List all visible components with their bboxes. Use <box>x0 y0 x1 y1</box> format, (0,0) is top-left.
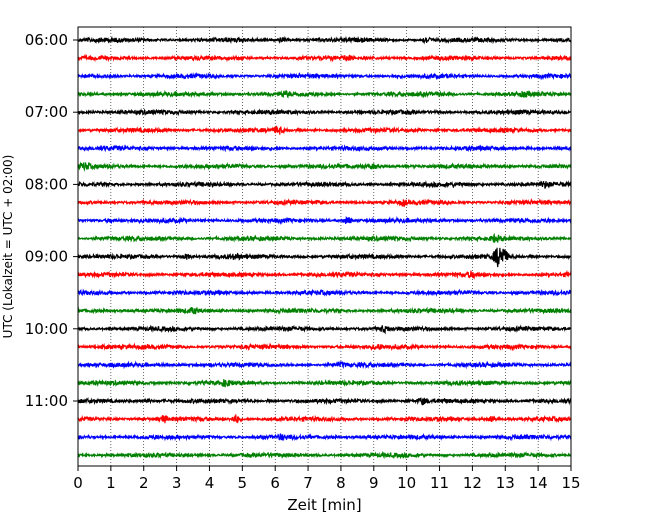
x-axis-label: Zeit [min] <box>287 496 361 514</box>
y-tick-label: 11:00 <box>25 392 68 410</box>
x-tick-label: 6 <box>270 474 280 492</box>
y-tick-label: 10:00 <box>25 320 68 338</box>
trace-0630 <box>77 71 572 81</box>
x-tick-label: 12 <box>463 474 482 492</box>
x-tick-label: 3 <box>172 474 182 492</box>
trace-0915 <box>77 269 572 280</box>
plot-frame <box>77 26 572 467</box>
x-tick-label: 8 <box>336 474 346 492</box>
trace-1045 <box>77 378 572 388</box>
x-tick-label: 10 <box>397 474 416 492</box>
vertical-grid <box>110 27 539 466</box>
trace-0830 <box>77 215 572 226</box>
trace-0945 <box>77 306 572 315</box>
trace-0600 <box>77 35 572 45</box>
trace-1115 <box>77 414 572 424</box>
y-axis-ticks: 06:00 07:00 08:00 09:00 10:00 11:00 <box>25 31 78 410</box>
trace-0900 <box>77 247 572 268</box>
trace-0845 <box>77 232 572 243</box>
x-tick-label: 5 <box>238 474 248 492</box>
trace-0800 <box>77 180 572 189</box>
trace-0930 <box>77 288 572 297</box>
trace-0730 <box>77 144 572 153</box>
trace-1130 <box>77 432 572 442</box>
y-axis-label: UTC (Lokalzeit = UTC + 02:00) <box>1 155 15 339</box>
x-tick-label: 0 <box>73 474 83 492</box>
trace-0645 <box>77 89 572 99</box>
trace-1000 <box>77 324 572 335</box>
trace-1100 <box>77 396 572 406</box>
trace-0815 <box>77 198 572 208</box>
y-tick-label: 06:00 <box>25 31 68 49</box>
trace-1015 <box>77 342 572 352</box>
trace-0745 <box>77 161 572 172</box>
trace-1030 <box>77 360 572 370</box>
x-tick-label: 13 <box>496 474 515 492</box>
x-tick-label: 11 <box>430 474 449 492</box>
x-axis-ticks: 0 1 2 3 4 5 6 7 8 9 10 11 12 13 14 15 <box>73 466 581 492</box>
trace-1145 <box>77 450 572 460</box>
x-tick-label: 2 <box>139 474 149 492</box>
x-tick-label: 14 <box>529 474 548 492</box>
trace-0700 <box>77 108 572 117</box>
seismogram-traces <box>77 35 572 460</box>
x-tick-label: 15 <box>561 474 580 492</box>
x-tick-label: 7 <box>303 474 313 492</box>
trace-0615 <box>77 53 572 63</box>
x-tick-label: 9 <box>369 474 379 492</box>
y-tick-label: 07:00 <box>25 103 68 121</box>
y-tick-label: 09:00 <box>25 248 68 266</box>
trace-0715 <box>77 125 572 135</box>
x-tick-label: 1 <box>106 474 116 492</box>
y-tick-label: 08:00 <box>25 175 68 193</box>
x-tick-label: 4 <box>205 474 215 492</box>
